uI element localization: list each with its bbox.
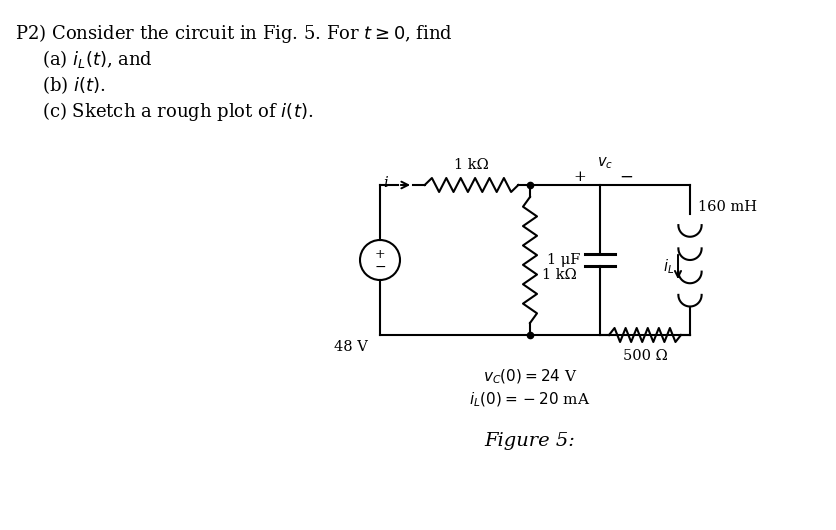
Text: $v_C(0) = 24$ V: $v_C(0) = 24$ V	[482, 368, 577, 386]
Text: 1 kΩ: 1 kΩ	[542, 268, 576, 282]
Text: (b) $i(t)$.: (b) $i(t)$.	[42, 74, 105, 96]
Text: −: −	[374, 260, 385, 274]
Text: P2) Consider the circuit in Fig. 5. For $t \geq 0$, find: P2) Consider the circuit in Fig. 5. For …	[15, 22, 452, 45]
Text: +: +	[573, 170, 586, 184]
Text: 160 mH: 160 mH	[697, 200, 756, 214]
Text: $i_L$: $i_L$	[662, 258, 673, 276]
Text: $v_c$: $v_c$	[596, 155, 612, 171]
Text: (a) $i_L(t)$, and: (a) $i_L(t)$, and	[42, 48, 153, 70]
Text: +: +	[375, 248, 385, 261]
Text: $i_L(0) = -20$ mA: $i_L(0) = -20$ mA	[469, 391, 590, 409]
Text: 48 V: 48 V	[334, 340, 368, 354]
Text: 500 Ω: 500 Ω	[622, 349, 666, 363]
Text: 1 μF: 1 μF	[546, 253, 579, 267]
Text: i: i	[383, 176, 388, 190]
Text: −: −	[619, 169, 632, 185]
Text: 1 kΩ: 1 kΩ	[454, 158, 488, 172]
Text: Figure 5:: Figure 5:	[484, 432, 575, 450]
Text: (c) Sketch a rough plot of $i(t)$.: (c) Sketch a rough plot of $i(t)$.	[42, 100, 313, 123]
